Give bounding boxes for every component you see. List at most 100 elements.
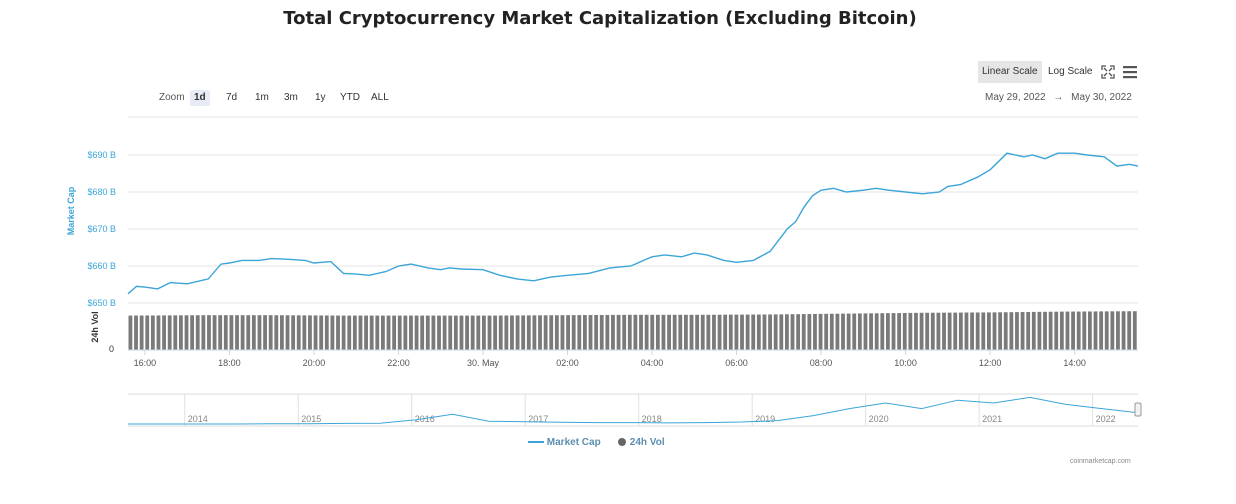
volume-bar — [1059, 311, 1064, 350]
volume-bar — [773, 314, 778, 350]
zoom-1m-button[interactable]: 1m — [255, 92, 269, 103]
volume-bar — [352, 315, 357, 350]
linear-scale-button[interactable]: Linear Scale — [978, 61, 1042, 83]
market-cap-line — [127, 152, 1139, 295]
volume-bar — [448, 315, 453, 350]
volume-bar — [599, 314, 604, 350]
volume-bar — [420, 315, 425, 350]
legend-24h-vol-label: 24h Vol — [629, 437, 665, 448]
volume-bar — [302, 315, 307, 350]
volume-bar — [1082, 311, 1087, 350]
log-scale-button[interactable]: Log Scale — [1048, 66, 1093, 77]
volume-bar — [145, 315, 150, 350]
volume-bar — [807, 314, 812, 350]
legend-24h-vol[interactable]: 24h Vol — [617, 436, 665, 450]
zoom-1y-button[interactable]: 1y — [315, 92, 326, 103]
vol-tick-label: 0 — [109, 344, 114, 354]
volume-bar — [863, 313, 868, 350]
volume-bar — [762, 314, 767, 350]
volume-bar — [437, 315, 441, 350]
volume-bar — [240, 315, 245, 350]
volume-bar — [498, 315, 503, 350]
volume-bar — [128, 315, 133, 350]
range-arrow: → — [1053, 92, 1064, 103]
volume-bar — [841, 313, 845, 350]
range-to[interactable]: May 30, 2022 — [1071, 92, 1132, 103]
zoom-all-button[interactable]: ALL — [371, 92, 389, 103]
volume-bar — [801, 314, 806, 350]
volume-bar — [150, 315, 155, 350]
zoom-7d-button[interactable]: 7d — [226, 92, 238, 103]
volume-bar — [970, 312, 974, 350]
volume-bar — [734, 314, 739, 350]
volume-bar — [195, 315, 200, 350]
menu-icon[interactable] — [1122, 64, 1138, 80]
volume-bar — [700, 314, 705, 350]
volume-bar — [678, 314, 683, 350]
volume-bar — [768, 314, 772, 350]
zoom-3m-button[interactable]: 3m — [284, 92, 298, 103]
x-tick-label: 08:00 — [810, 358, 833, 368]
volume-bar — [134, 315, 138, 350]
volume-bar — [1093, 311, 1098, 350]
fullscreen-icon[interactable] — [1100, 64, 1116, 80]
volume-bar — [728, 314, 733, 350]
volume-bar — [947, 312, 952, 350]
zoom-1d-button[interactable]: 1d — [190, 90, 210, 106]
volume-bar — [886, 313, 890, 350]
volume-bar — [1132, 311, 1137, 350]
volume-bar — [392, 315, 397, 350]
volume-bar — [207, 315, 211, 350]
vol-axis-label: 24h Vol — [90, 311, 100, 342]
zoom-ytd-button[interactable]: YTD — [340, 92, 360, 103]
volume-bar — [627, 314, 632, 350]
volume-bar — [987, 312, 991, 350]
volume-bar — [218, 315, 223, 350]
volume-bar — [381, 315, 385, 350]
volume-bar — [661, 314, 666, 350]
volume-bar — [998, 312, 1003, 350]
volume-bar — [364, 315, 368, 350]
volume-bar — [330, 315, 335, 350]
volume-bar — [880, 313, 885, 350]
volume-bar — [296, 315, 301, 350]
volume-bar — [1054, 311, 1059, 350]
volume-bar — [313, 315, 318, 350]
navigator-handle[interactable] — [1134, 402, 1142, 417]
volume-bar — [588, 315, 593, 350]
navigator-tick-label: 2017 — [528, 414, 548, 424]
volume-bar — [409, 315, 413, 350]
volume-bar — [964, 312, 969, 350]
navigator-tick-label: 2019 — [755, 414, 775, 424]
volume-bar — [975, 312, 980, 350]
volume-bar — [756, 314, 761, 350]
volume-bar — [246, 315, 251, 350]
range-from[interactable]: May 29, 2022 — [985, 92, 1046, 103]
volume-bar — [470, 315, 475, 350]
credit[interactable]: coinmarketcap.com — [1070, 458, 1131, 465]
volume-bar — [695, 314, 700, 350]
volume-bar — [740, 314, 744, 350]
volume-bar — [526, 315, 531, 350]
navigator-tick-label: 2014 — [188, 414, 208, 424]
legend-market-cap[interactable]: Market Cap — [528, 436, 601, 450]
volume-bar — [431, 315, 436, 350]
volume-bar — [785, 314, 789, 350]
volume-bar — [622, 314, 627, 350]
x-tick-label: 10:00 — [894, 358, 917, 368]
legend-line-icon — [528, 441, 544, 444]
x-tick-label: 04:00 — [641, 358, 664, 368]
volume-bar — [1116, 311, 1120, 350]
y-tick-label: $660 B — [87, 261, 116, 271]
volume-bar — [291, 315, 296, 350]
volume-bar — [745, 314, 750, 350]
volume-bar — [891, 313, 896, 350]
volume-bar — [515, 315, 520, 350]
volume-bar — [549, 315, 554, 350]
volume-bar — [184, 315, 189, 350]
volume-bar — [936, 312, 941, 350]
x-tick-label: 22:00 — [387, 358, 410, 368]
volume-bar — [577, 315, 582, 350]
volume-bar — [914, 312, 918, 350]
